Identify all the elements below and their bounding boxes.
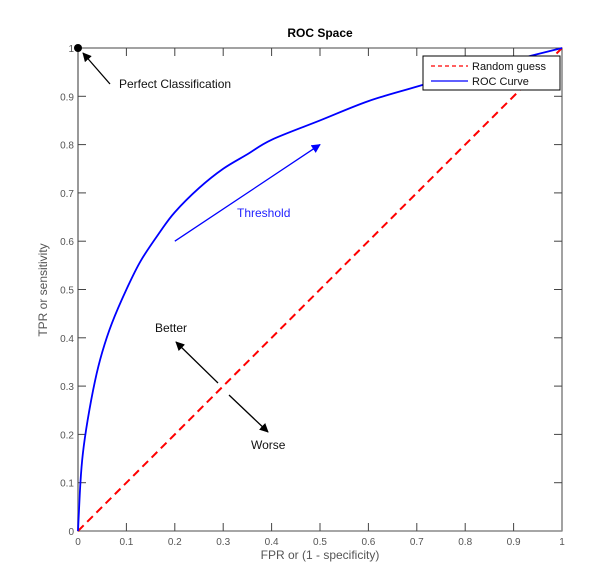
y-tick-label: 0.2 (60, 430, 74, 441)
annotation-perfect-classification: Perfect Classification (119, 77, 231, 91)
x-tick-label: 0.2 (168, 537, 182, 548)
threshold-arrow-icon (174, 144, 321, 242)
y-tick-label: 0.1 (60, 479, 74, 490)
x-tick-label: 0 (75, 537, 81, 548)
annotation-better: Better (155, 321, 187, 335)
axes: 0 0.1 0.2 0.3 0.4 0.5 0.6 0.7 0.8 0.9 1 0 0.1 0.2 0.3 0… (60, 44, 565, 548)
y-tick-label: 0.6 (60, 237, 74, 248)
y-tick-label: 0.5 (60, 286, 74, 297)
annotations-layer: Perfect Classification Threshold Better Wor… (74, 44, 321, 452)
arrow-icon (82, 52, 111, 85)
y-tick-label: 0.3 (60, 382, 74, 393)
x-tick-label: 1 (559, 537, 565, 548)
x-tick-label: 0.9 (507, 537, 521, 548)
y-tick-label: 1 (68, 44, 74, 55)
worse-arrow-icon (228, 394, 269, 433)
annotation-worse: Worse (251, 438, 286, 452)
x-tick-label: 0.3 (216, 537, 230, 548)
legend-box (422, 55, 561, 91)
x-axis-label: FPR or (1 - specificity) (261, 548, 380, 562)
y-tick-label: 0.8 (60, 141, 74, 152)
x-tick-label: 0.5 (313, 537, 327, 548)
y-tick-label: 0.4 (60, 334, 74, 345)
x-tick-label: 0.1 (119, 537, 133, 548)
y-axis-label: TPR or sensitivity (36, 243, 50, 336)
y-tick-label: 0 (68, 527, 74, 538)
y-tick-label: 0.7 (60, 189, 74, 200)
perfect-classification-point (74, 44, 82, 52)
x-tick-label: 0.6 (361, 537, 375, 548)
y-tick-label: 0.9 (60, 92, 74, 103)
x-tick-label: 0.8 (458, 537, 472, 548)
legend-label-random-guess: Random guess (472, 61, 546, 73)
annotation-threshold: Threshold (237, 206, 290, 220)
chart-title: ROC Space (287, 26, 353, 40)
series-layer (77, 47, 563, 532)
random-guess-line (77, 47, 563, 532)
better-arrow-icon (175, 341, 219, 384)
x-tick-label: 0.4 (265, 537, 279, 548)
roc-curve-line (77, 47, 563, 532)
legend-label-roc-curve: ROC Curve (472, 76, 529, 88)
x-tick-label: 0.7 (410, 537, 424, 548)
legend: Random guess ROC Curve (422, 55, 561, 91)
